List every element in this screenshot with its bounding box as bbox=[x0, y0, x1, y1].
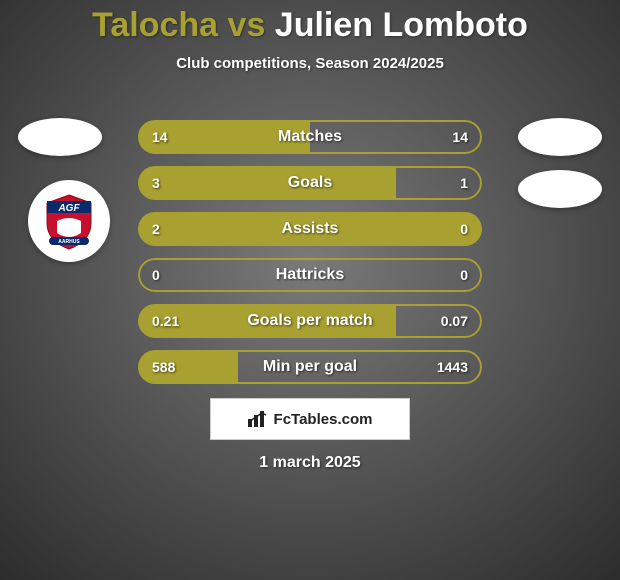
subtitle: Club competitions, Season 2024/2025 bbox=[0, 55, 620, 72]
svg-text:AGF: AGF bbox=[57, 203, 80, 214]
stat-right-value: 0 bbox=[460, 212, 468, 246]
stat-row: 2Assists0 bbox=[138, 212, 482, 246]
player-right-name: Julien Lomboto bbox=[275, 6, 528, 44]
stat-right-value: 0 bbox=[460, 258, 468, 292]
stat-label: Goals per match bbox=[138, 304, 482, 338]
right-avatars bbox=[518, 118, 602, 208]
player-right-avatar bbox=[518, 118, 602, 156]
stat-bars: 14Matches143Goals12Assists00Hattricks00.… bbox=[138, 120, 482, 384]
svg-text:AARHUS: AARHUS bbox=[58, 239, 80, 245]
stat-row: 0Hattricks0 bbox=[138, 258, 482, 292]
stat-label: Min per goal bbox=[138, 350, 482, 384]
stat-right-value: 14 bbox=[452, 120, 468, 154]
player-right-club-badge bbox=[518, 170, 602, 208]
stat-row: 14Matches14 bbox=[138, 120, 482, 154]
left-avatars bbox=[18, 118, 102, 156]
club-crest-icon: AGF AARHUS bbox=[39, 191, 99, 251]
stat-row: 3Goals1 bbox=[138, 166, 482, 200]
stat-right-value: 1443 bbox=[437, 350, 468, 384]
player-left-name: Talocha bbox=[92, 6, 218, 44]
stat-label: Hattricks bbox=[138, 258, 482, 292]
vs-text: vs bbox=[228, 6, 275, 44]
stat-right-value: 0.07 bbox=[441, 304, 468, 338]
stat-row: 0.21Goals per match0.07 bbox=[138, 304, 482, 338]
stat-label: Assists bbox=[138, 212, 482, 246]
chart-icon bbox=[248, 411, 268, 427]
stat-row: 588Min per goal1443 bbox=[138, 350, 482, 384]
page-title: Talocha vs Julien Lomboto bbox=[0, 0, 620, 45]
stat-label: Goals bbox=[138, 166, 482, 200]
stat-right-value: 1 bbox=[460, 166, 468, 200]
player-left-avatar bbox=[18, 118, 102, 156]
footer-date: 1 march 2025 bbox=[0, 454, 620, 472]
footer-badge-text: FcTables.com bbox=[274, 411, 373, 428]
player-left-club-badge: AGF AARHUS bbox=[28, 180, 110, 262]
stat-label: Matches bbox=[138, 120, 482, 154]
footer-badge: FcTables.com bbox=[210, 398, 410, 440]
